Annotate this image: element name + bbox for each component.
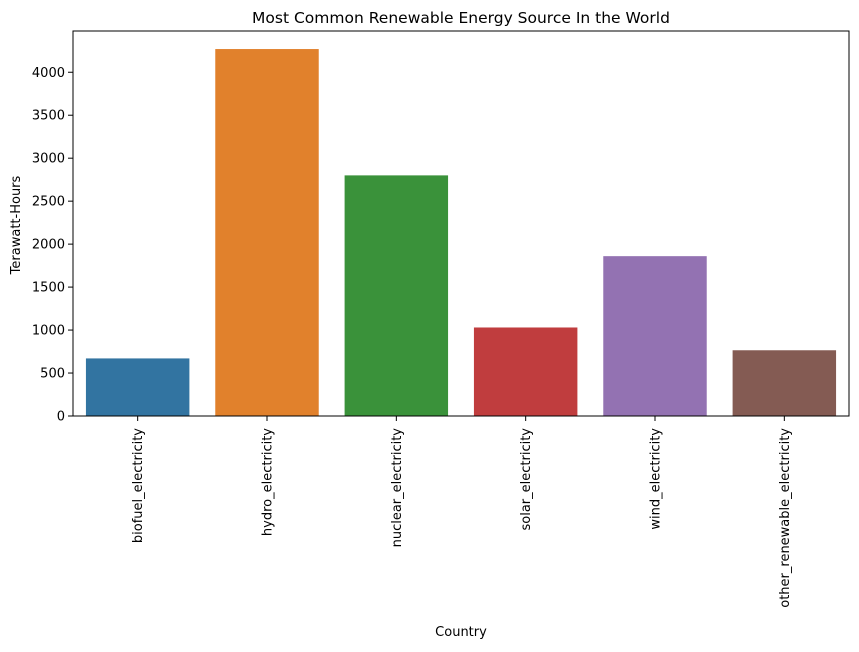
bar-wind_electricity: [603, 256, 707, 416]
bar-biofuel_electricity: [85, 358, 190, 416]
bar-hydro_electricity: [215, 49, 319, 416]
y-tick-label: 0: [57, 410, 65, 425]
y-tick-label: 2000: [32, 238, 65, 253]
x-tick-label-hydro_electricity: hydro_electricity: [261, 428, 276, 536]
y-tick-label: 1000: [32, 324, 65, 339]
y-tick-label: 3000: [32, 152, 65, 167]
bar-solar_electricity: [473, 327, 578, 416]
x-axis-label: Country: [435, 625, 487, 640]
chart-title: Most Common Renewable Energy Source In t…: [252, 9, 670, 27]
bar-other_renewable_electricity: [732, 350, 837, 416]
x-tick-label-nuclear_electricity: nuclear_electricity: [390, 428, 405, 548]
x-tick-label-wind_electricity: wind_electricity: [649, 428, 664, 530]
axes-frame: [72, 30, 850, 417]
bar-nuclear_electricity: [344, 175, 449, 416]
y-tick-label: 1500: [32, 281, 65, 296]
plot-area: 0 500 1000 1500 2000 2500 3000 3500 4000 biofuel_…: [32, 30, 850, 608]
y-tick-label: 500: [40, 367, 65, 382]
y-tick-label: 4000: [32, 66, 65, 81]
y-tick-label: 2500: [32, 195, 65, 210]
y-tick-label: 3500: [32, 109, 65, 124]
x-tick-label-solar_electricity: solar_electricity: [519, 428, 534, 531]
x-tick-label-biofuel_electricity: biofuel_electricity: [131, 428, 146, 543]
x-tick-label-other_renewable_electricity: other_renewable_electricity: [778, 428, 793, 608]
y-axis-label: Terawatt-Hours: [9, 175, 24, 275]
